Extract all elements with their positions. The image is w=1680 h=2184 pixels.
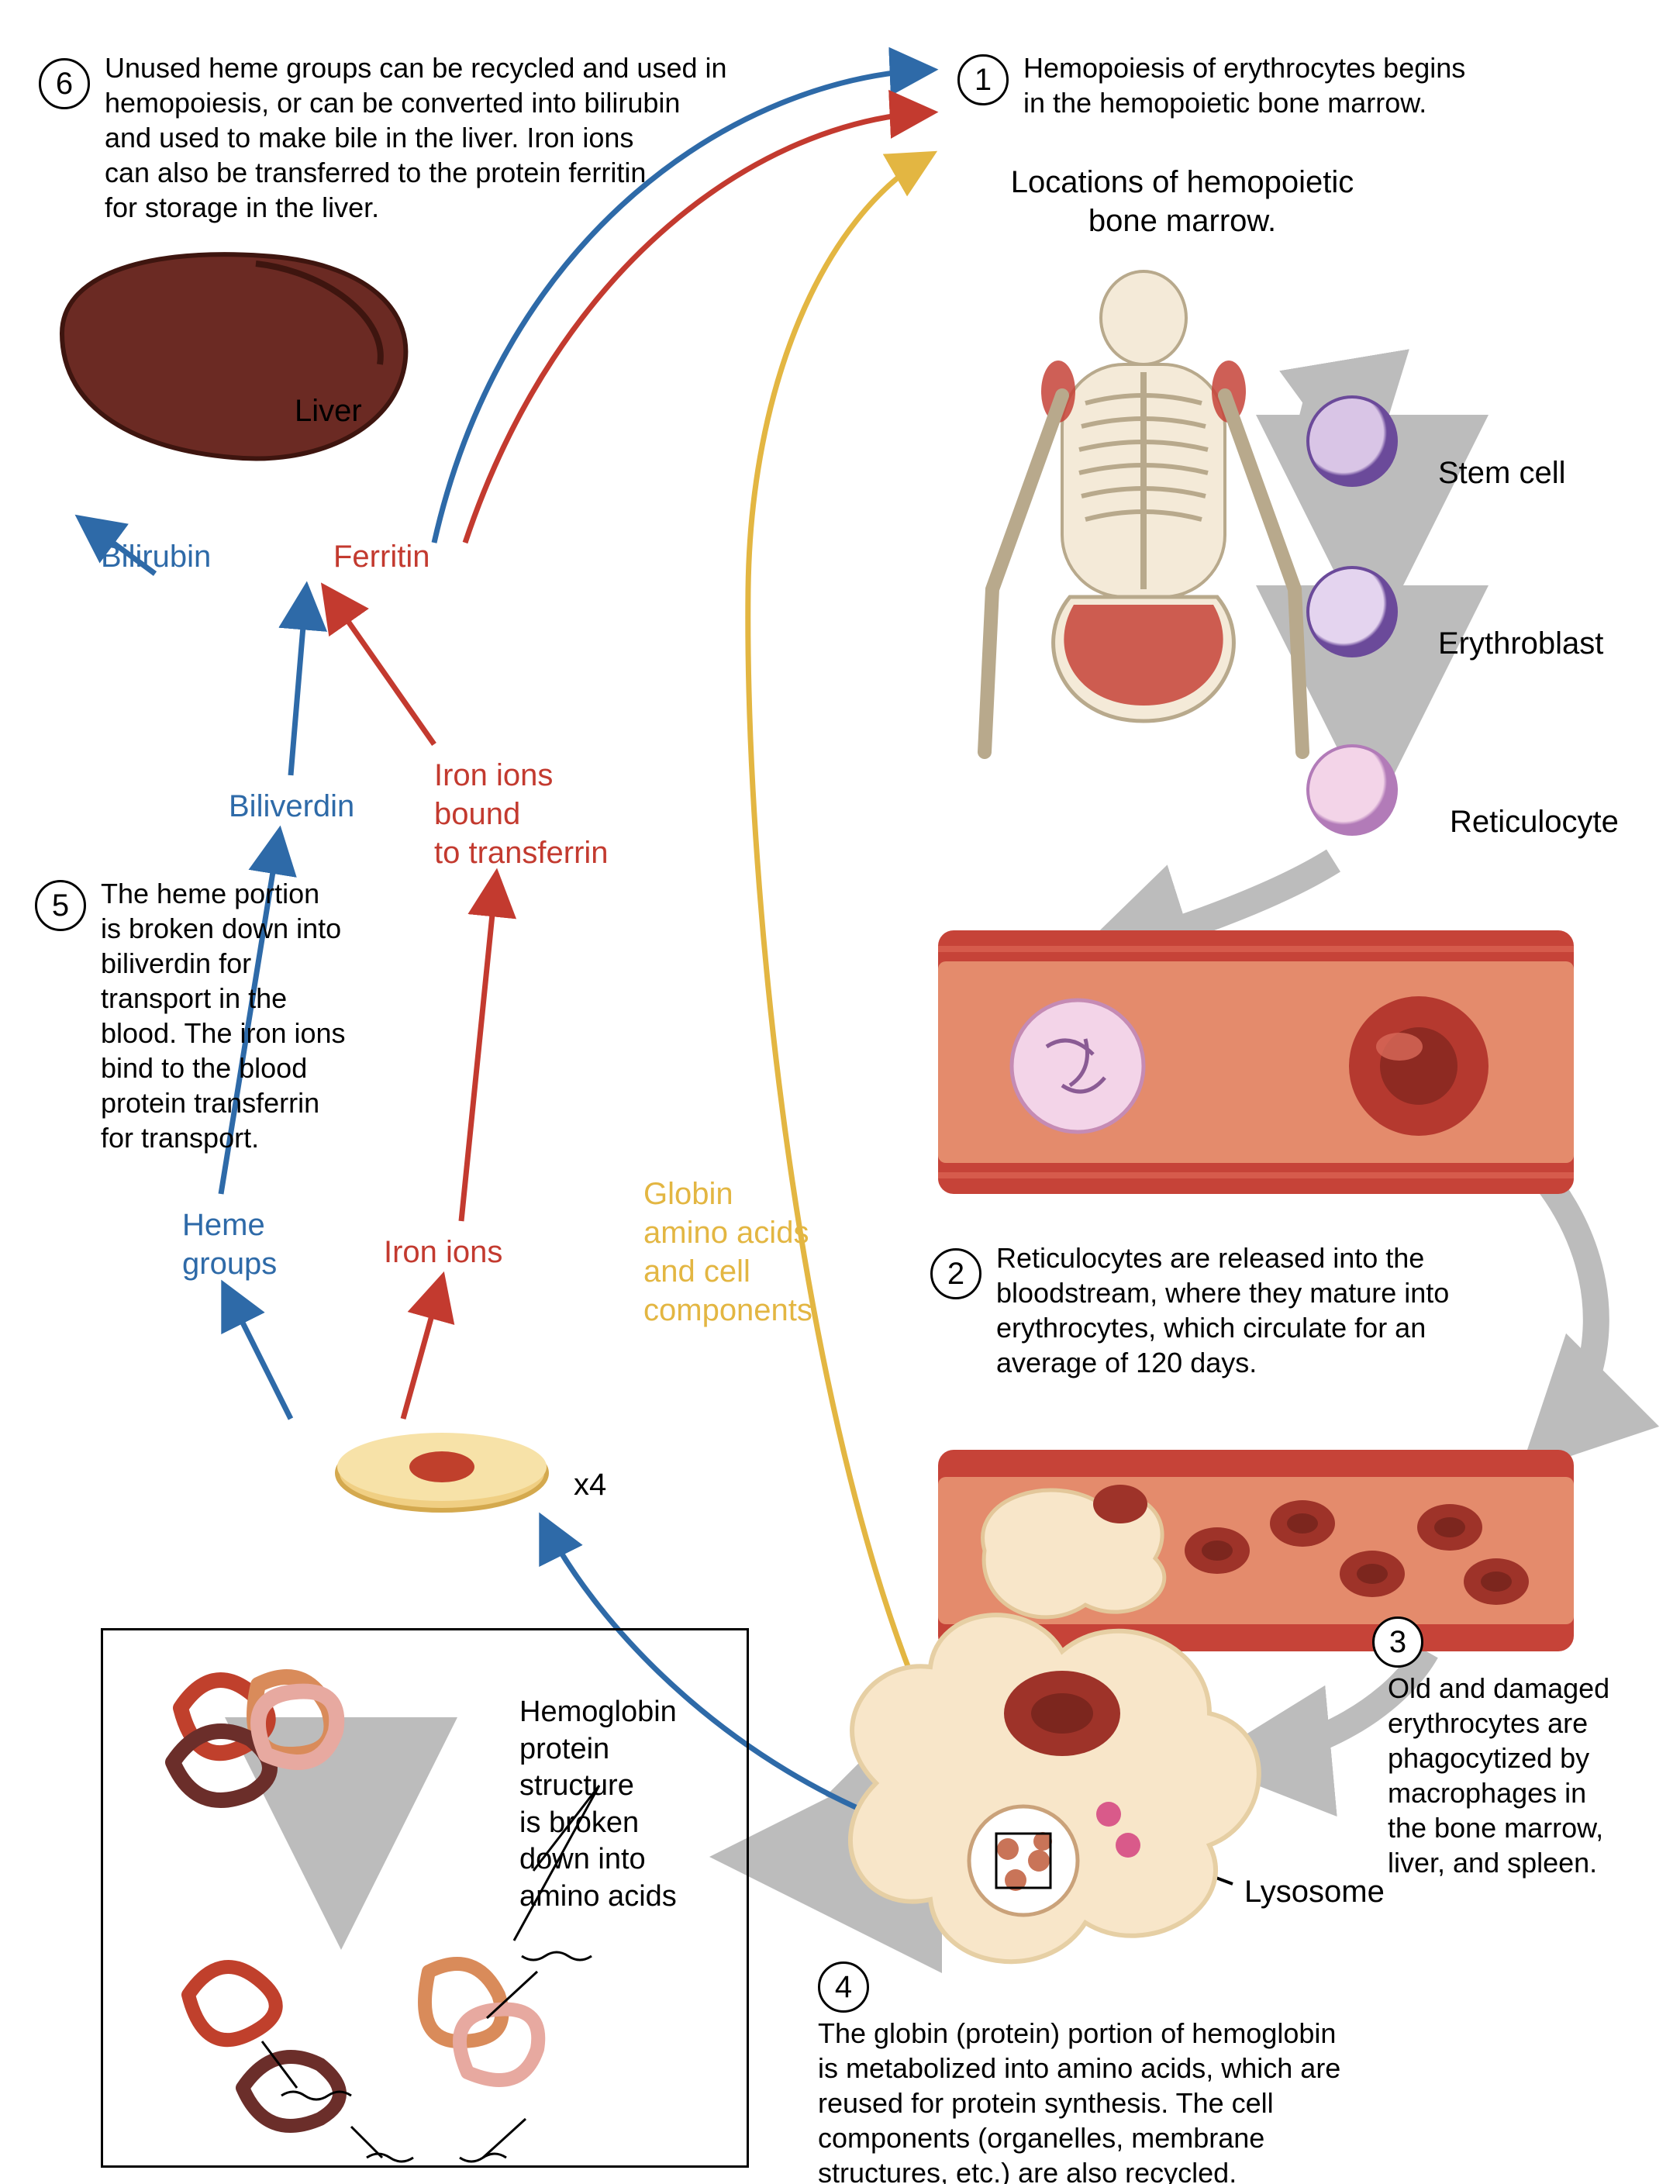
label-globinAA: Globin amino acids and cell components (643, 1175, 812, 1330)
label-bilirubin: Bilirubin (101, 537, 211, 576)
step-3-badge: 3 (1372, 1616, 1423, 1668)
label-stemCell: Stem cell (1438, 454, 1566, 492)
label-hemeGroups: Heme groups (182, 1206, 277, 1283)
step-4-badge: 4 (818, 1961, 869, 2013)
label-lysosome: Lysosome (1244, 1872, 1385, 1911)
step-2-badge: 2 (930, 1248, 981, 1299)
step-5-badge: 5 (35, 880, 86, 931)
step-4-text: The globin (protein) portion of hemoglob… (818, 2016, 1438, 2184)
step-2-text: Reticulocytes are released into the bloo… (996, 1240, 1632, 1380)
label-biliverdin: Biliverdin (229, 787, 354, 826)
step-1-text: Hemopoiesis of erythrocytes begins in th… (1023, 50, 1628, 120)
step-1-badge: 1 (957, 54, 1009, 105)
label-erythroblast: Erythroblast (1438, 624, 1603, 663)
label-ironIons: Iron ions (384, 1233, 502, 1271)
label-reticulocyte: Reticulocyte (1450, 802, 1619, 841)
label-hbBox: Hemoglobin protein structure is broken d… (519, 1694, 677, 1915)
label-liver: Liver (295, 392, 362, 430)
step-5-text: The heme portion is broken down into bil… (101, 876, 388, 1155)
step-6-text: Unused heme groups can be recycled and u… (105, 50, 818, 225)
label-ironTransf: Iron ions bound to transferrin (434, 756, 609, 872)
label-x4: x4 (574, 1465, 606, 1504)
label-ferritin: Ferritin (333, 537, 429, 576)
step-3-text: Old and damaged erythrocytes are phagocy… (1388, 1671, 1667, 1880)
label-marrowTitle: Locations of hemopoietic bone marrow. (981, 163, 1384, 240)
step-6-badge: 6 (39, 58, 90, 109)
